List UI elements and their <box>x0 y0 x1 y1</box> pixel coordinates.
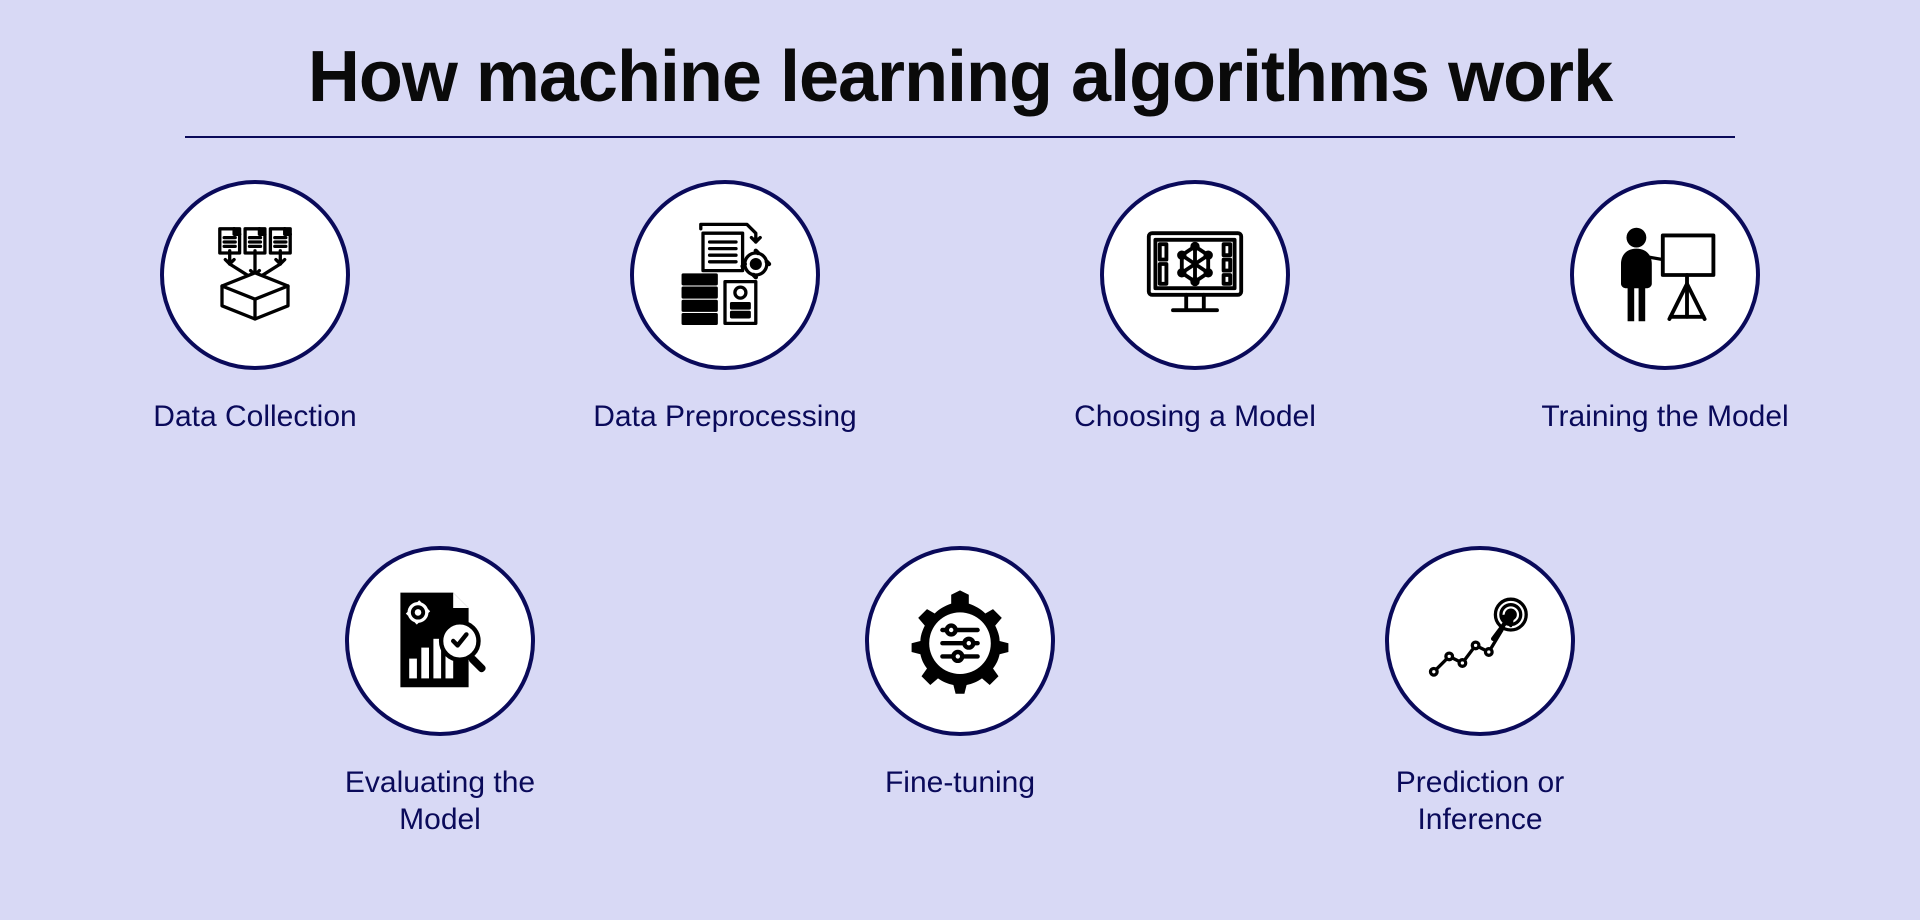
step-label: Evaluating the Model <box>300 764 580 839</box>
fine-tuning-icon <box>905 586 1015 696</box>
evaluating-model-icon <box>385 586 495 696</box>
step-evaluating-model: Evaluating the Model <box>300 546 580 839</box>
step-data-preprocessing: Data Preprocessing <box>585 180 865 436</box>
step-label: Fine-tuning <box>885 764 1035 802</box>
step-label: Data Collection <box>153 398 356 436</box>
data-preprocessing-icon <box>670 220 780 330</box>
page-title: How machine learning algorithms work <box>308 36 1612 118</box>
step-circle <box>160 180 350 370</box>
step-circle <box>345 546 535 736</box>
title-underline <box>185 136 1735 138</box>
step-fine-tuning: Fine-tuning <box>820 546 1100 839</box>
step-training-model: Training the Model <box>1525 180 1805 436</box>
step-data-collection: Data Collection <box>115 180 395 436</box>
infographic-container: How machine learning algorithms work <box>0 0 1920 920</box>
training-model-icon <box>1610 220 1720 330</box>
step-circle <box>630 180 820 370</box>
choosing-model-icon <box>1140 220 1250 330</box>
step-label: Training the Model <box>1541 398 1788 436</box>
step-circle <box>865 546 1055 736</box>
prediction-icon <box>1425 586 1535 696</box>
step-circle <box>1385 546 1575 736</box>
step-prediction: Prediction or Inference <box>1340 546 1620 839</box>
step-choosing-model: Choosing a Model <box>1055 180 1335 436</box>
step-label: Choosing a Model <box>1074 398 1316 436</box>
steps-row-2: Evaluating the Model <box>0 546 1920 839</box>
step-circle <box>1570 180 1760 370</box>
step-circle <box>1100 180 1290 370</box>
steps-row-1: Data Collection <box>0 180 1920 436</box>
step-label: Prediction or Inference <box>1340 764 1620 839</box>
data-collection-icon <box>200 220 310 330</box>
step-label: Data Preprocessing <box>593 398 856 436</box>
